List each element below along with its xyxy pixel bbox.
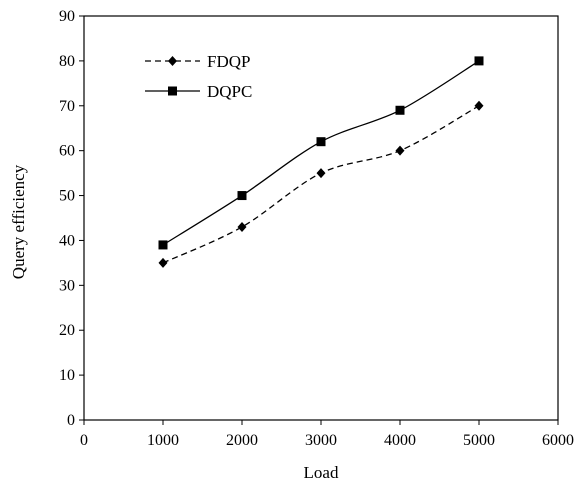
plot-frame	[83, 15, 559, 421]
y-tick-label: 30	[59, 277, 75, 294]
data-point	[474, 56, 484, 66]
y-tick-label: 10	[59, 367, 75, 384]
legend-marker	[168, 86, 177, 96]
ticks: 0 10 20 30 40 50 60 70 80 90 0 1000 2000 3000 4000 5000…	[59, 8, 574, 449]
legend-label: FDQP	[207, 52, 250, 71]
y-tick-label: 0	[67, 412, 75, 429]
y-tick-label: 20	[59, 322, 75, 339]
y-tick-label: 50	[59, 188, 75, 205]
x-axis-title: Load	[304, 463, 339, 482]
x-tick-label: 3000	[305, 432, 337, 449]
x-tick-label: 1000	[147, 432, 179, 449]
x-tick-label: 4000	[384, 432, 416, 449]
y-tick-label: 70	[59, 98, 75, 115]
data-point	[316, 137, 326, 147]
y-tick-label: 90	[59, 8, 75, 25]
y-tick-label: 40	[59, 232, 75, 249]
series-layer	[158, 56, 484, 268]
data-point	[158, 240, 168, 250]
series-dqpc	[158, 56, 484, 250]
data-point	[395, 145, 405, 156]
legend-label: DQPC	[207, 82, 252, 101]
data-point	[395, 105, 405, 115]
x-tick-label: 5000	[463, 432, 495, 449]
y-tick-label: 80	[59, 53, 75, 70]
series-line	[162, 105, 480, 264]
legend-marker	[168, 56, 177, 66]
axes	[83, 15, 559, 421]
data-point	[237, 221, 247, 232]
data-point	[474, 100, 484, 111]
data-point	[316, 168, 326, 179]
legend-item-dqpc: DQPC	[145, 82, 252, 101]
x-tick-label: 0	[80, 432, 88, 449]
data-point	[158, 257, 168, 268]
legend-item-fdqp: FDQP	[145, 52, 250, 71]
x-tick-label: 2000	[226, 432, 258, 449]
legend: FDQP DQPC	[145, 52, 252, 101]
series-fdqp	[158, 100, 484, 268]
x-tick-label: 6000	[542, 432, 574, 449]
y-tick-label: 60	[59, 143, 75, 160]
y-axis-title: Query efficiency	[9, 164, 28, 279]
data-point	[237, 191, 247, 201]
